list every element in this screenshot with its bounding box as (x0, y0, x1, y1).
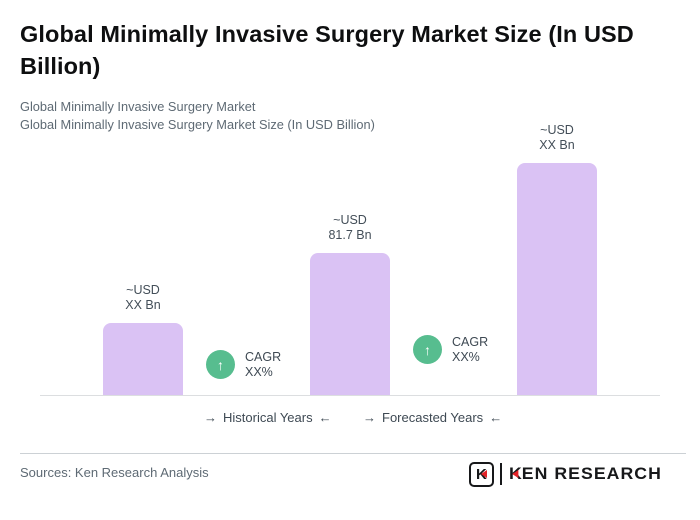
source-note: Sources: Ken Research Analysis (20, 465, 209, 480)
bar-historical (103, 323, 183, 395)
bar-label-line: XX Bn (125, 297, 161, 312)
bar-label-line: ~USD (540, 123, 574, 137)
left-arrow-icon: ← (489, 410, 503, 425)
cagr-text: CAGR XX% (452, 335, 488, 364)
x-axis-line (40, 395, 660, 396)
chart-subtitle: Global Minimally Invasive Surgery Market… (20, 98, 375, 134)
bar-value-label-base-year: ~USD 81.7 Bn (290, 213, 410, 242)
up-arrow-icon: ↑ (217, 356, 224, 373)
cagr-value: XX% (245, 364, 273, 379)
cagr-label: CAGR (245, 350, 282, 364)
cagr-badge-forecast: ↑ CAGR XX% (413, 335, 488, 364)
up-arrow-icon: ↑ (424, 341, 431, 358)
ken-research-logomark: K (468, 461, 494, 487)
subtitle-line-1: Global Minimally Invasive Surgery Market (20, 99, 256, 114)
bar-value-label-forecast: ~USD XX Bn (497, 123, 617, 152)
bar-label-line: ~USD (333, 213, 367, 227)
bar-label-line: ~USD (126, 283, 160, 297)
cagr-label: CAGR (452, 335, 489, 349)
forecasted-years-text: Forecasted Years (382, 410, 484, 425)
ken-research-logo: K K EN RESEARCH (468, 460, 661, 488)
growth-circle-badge: ↑ (413, 335, 442, 364)
page-title: Global Minimally Invasive Surgery Market… (20, 21, 634, 79)
bar-label-line: XX Bn (539, 137, 575, 152)
cagr-badge-historical: ↑ CAGR XX% (206, 350, 281, 379)
left-arrow-icon: ← (318, 410, 332, 425)
growth-circle-badge: ↑ (206, 350, 235, 379)
bar-base-year (310, 253, 390, 395)
right-arrow-icon: → (363, 410, 376, 425)
red-wedge-icon (480, 469, 487, 478)
ken-research-wordmark: K EN RESEARCH (509, 464, 662, 484)
right-arrow-icon: → (204, 410, 217, 425)
forecasted-years-label: → Forecasted Years ← (357, 410, 508, 426)
logo-separator (499, 463, 502, 485)
wordmark-rest: EN RESEARCH (521, 464, 662, 483)
historical-years-text: Historical Years (223, 410, 313, 425)
cagr-text: CAGR XX% (245, 350, 281, 379)
subtitle-line-2: Global Minimally Invasive Surgery Market… (20, 117, 375, 132)
footer-divider (20, 453, 686, 454)
bar-forecast (517, 163, 597, 395)
historical-years-label: → Historical Years ← (198, 410, 338, 426)
bar-label-line: 81.7 Bn (328, 227, 372, 242)
red-wedge-icon (512, 470, 519, 478)
cagr-value: XX% (452, 349, 480, 364)
bar-value-label-historical: ~USD XX Bn (83, 283, 203, 312)
